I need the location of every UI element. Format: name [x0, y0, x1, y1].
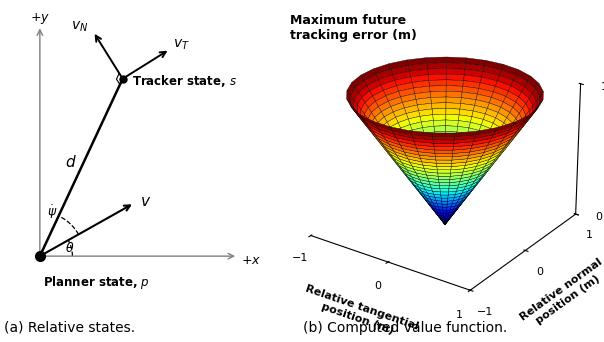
Text: Maximum future
tracking error (m): Maximum future tracking error (m) — [291, 14, 417, 42]
Text: $+x$: $+x$ — [241, 253, 261, 266]
Text: $v_N$: $v_N$ — [71, 20, 88, 34]
Text: $+y$: $+y$ — [30, 11, 50, 26]
Text: Tracker state, $s$: Tracker state, $s$ — [132, 73, 236, 89]
Text: (a) Relative states.: (a) Relative states. — [4, 321, 135, 335]
Y-axis label: Relative normal
position (m): Relative normal position (m) — [518, 257, 604, 332]
Text: $d$: $d$ — [65, 155, 77, 170]
Text: $v$: $v$ — [140, 194, 152, 209]
Text: $\dot{\psi}$: $\dot{\psi}$ — [47, 204, 58, 221]
X-axis label: Relative tangential
position (m): Relative tangential position (m) — [300, 283, 419, 342]
Text: Planner state, $p$: Planner state, $p$ — [43, 274, 150, 291]
Text: $v_T$: $v_T$ — [173, 38, 190, 52]
Text: (b) Computed value function.: (b) Computed value function. — [303, 321, 507, 335]
Text: $\theta$: $\theta$ — [65, 241, 74, 255]
